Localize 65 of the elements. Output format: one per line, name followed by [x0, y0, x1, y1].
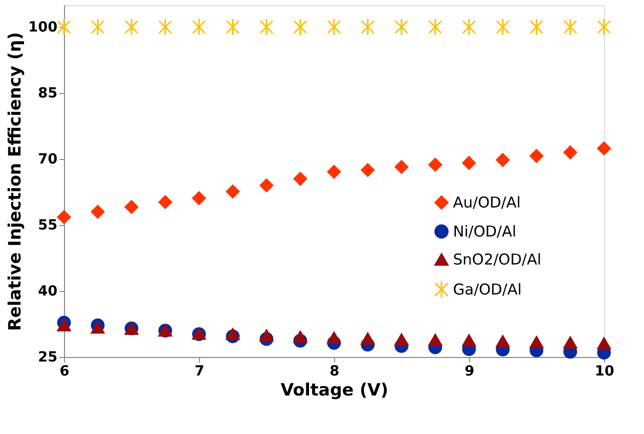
x-tick-label: 10 — [594, 364, 614, 380]
point — [563, 336, 578, 349]
point — [192, 191, 206, 206]
point — [462, 334, 476, 346]
point — [327, 164, 341, 179]
legend-label: Au/OD/Al — [453, 194, 521, 212]
x-tick-label: 9 — [464, 364, 474, 380]
point — [260, 329, 274, 342]
point — [563, 146, 578, 160]
y-tick-label: 55 — [38, 218, 58, 234]
point — [496, 153, 510, 167]
point — [90, 204, 105, 219]
point — [530, 336, 544, 348]
point — [260, 178, 274, 192]
point — [360, 163, 375, 177]
x-axis-title: Voltage (V) — [280, 380, 388, 400]
point — [57, 18, 71, 36]
point — [260, 18, 274, 36]
point — [496, 335, 510, 348]
y-axis-title: Relative Injection Efficiency (η) — [5, 32, 26, 331]
point — [462, 18, 476, 36]
y-tick-label: 25 — [38, 350, 58, 366]
point — [293, 330, 308, 343]
point — [597, 142, 611, 156]
point — [57, 210, 71, 224]
point — [226, 184, 240, 198]
point — [394, 333, 408, 346]
x-tick-label: 8 — [330, 364, 340, 380]
legend-label: Ni/OD/Al — [453, 222, 516, 240]
point — [394, 160, 408, 174]
point — [530, 149, 544, 163]
point — [597, 337, 611, 350]
point — [428, 158, 442, 172]
point — [428, 334, 442, 346]
point — [428, 18, 442, 36]
point — [327, 332, 341, 344]
x-tick-label: 7 — [194, 364, 204, 380]
point — [124, 18, 138, 36]
point — [563, 18, 578, 36]
point — [226, 328, 240, 340]
legend-label: Ga/OD/Al — [453, 280, 522, 298]
point — [360, 332, 375, 345]
point — [462, 156, 476, 170]
y-tick-label: 85 — [38, 86, 58, 102]
point — [394, 18, 408, 36]
point — [158, 195, 172, 209]
point — [327, 18, 341, 36]
point — [496, 18, 510, 36]
point — [293, 18, 308, 36]
point — [124, 200, 138, 214]
y-tick-label: 40 — [38, 284, 58, 300]
point — [293, 172, 308, 186]
y-tick-label: 100 — [28, 20, 58, 36]
legend-label: SnO2/OD/Al — [453, 250, 542, 268]
point — [530, 18, 544, 36]
point — [90, 18, 105, 36]
x-tick-label: 6 — [60, 364, 70, 380]
y-tick-label: 70 — [38, 152, 58, 168]
point — [226, 18, 240, 36]
point — [57, 319, 71, 332]
point — [597, 18, 611, 36]
point — [90, 321, 105, 334]
point — [360, 18, 375, 36]
point — [192, 18, 206, 36]
point — [158, 18, 172, 36]
